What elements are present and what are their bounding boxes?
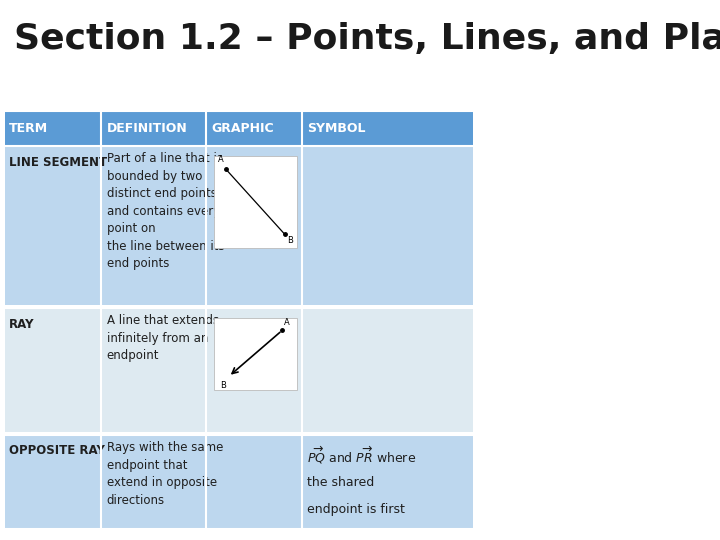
Text: endpoint is first: endpoint is first	[307, 503, 405, 516]
Bar	[214, 156, 297, 248]
Text: Section 1.2 – Points, Lines, and Planes: Section 1.2 – Points, Lines, and Planes	[14, 22, 720, 56]
Text: A: A	[218, 155, 224, 164]
Text: Rays with the same
endpoint that
extend in opposite
directions: Rays with the same endpoint that extend …	[107, 441, 223, 507]
Text: A: A	[284, 318, 289, 327]
Text: $\overrightarrow{PQ}$ and $\overrightarrow{PR}$ where: $\overrightarrow{PQ}$ and $\overrightarr…	[307, 444, 416, 465]
Text: B: B	[287, 236, 293, 245]
Text: B: B	[220, 381, 226, 390]
Text: RAY: RAY	[9, 318, 34, 330]
Bar	[5, 111, 473, 146]
Text: SYMBOL: SYMBOL	[307, 122, 366, 135]
Text: Part of a line that is
bounded by two
distinct end points,
and contains every
po: Part of a line that is bounded by two di…	[107, 152, 224, 271]
Text: GRAPHIC: GRAPHIC	[212, 122, 274, 135]
Text: the shared: the shared	[307, 476, 374, 489]
Bar	[5, 146, 473, 305]
Bar	[5, 308, 473, 432]
Text: TERM: TERM	[9, 122, 48, 135]
Text: A line that extends
infinitely from an
endpoint: A line that extends infinitely from an e…	[107, 314, 219, 362]
Text: DEFINITION: DEFINITION	[107, 122, 187, 135]
Bar	[5, 435, 473, 529]
Text: LINE SEGMENT: LINE SEGMENT	[9, 156, 107, 168]
Text: OPPOSITE RAY: OPPOSITE RAY	[9, 444, 104, 457]
Bar	[214, 318, 297, 389]
